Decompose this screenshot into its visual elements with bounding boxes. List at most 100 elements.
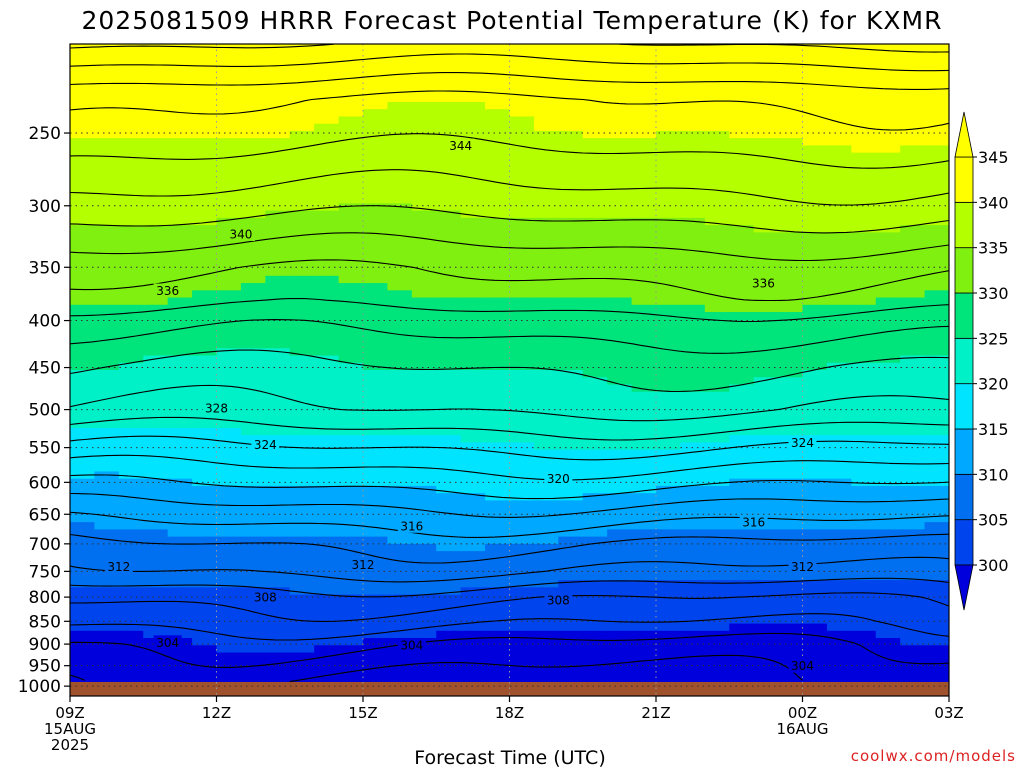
- field-cell: [216, 427, 242, 436]
- field-cell: [558, 674, 584, 683]
- field-cell: [265, 51, 291, 60]
- field-cell: [460, 391, 486, 400]
- field-cell: [485, 58, 511, 67]
- field-cell: [607, 442, 633, 451]
- contour-label: 316: [742, 516, 765, 530]
- field-cell: [729, 406, 755, 415]
- field-cell: [680, 239, 706, 248]
- field-cell: [363, 80, 389, 89]
- field-cell: [607, 225, 633, 233]
- field-cell: [216, 319, 242, 328]
- field-cell: [533, 181, 559, 190]
- field-cell: [656, 196, 682, 204]
- field-cell: [607, 652, 633, 661]
- field-cell: [387, 152, 413, 161]
- field-cell: [216, 377, 242, 386]
- field-cell: [753, 609, 779, 617]
- field-cell: [631, 94, 657, 103]
- field-cell: [509, 123, 535, 132]
- field-cell: [533, 406, 559, 415]
- field-cell: [436, 167, 462, 175]
- field-cell: [387, 572, 413, 581]
- contour-label-bg: [739, 515, 768, 530]
- field-cell: [924, 370, 949, 378]
- field-cell: [70, 72, 96, 81]
- field-cell: [289, 580, 315, 588]
- field-cell: [338, 290, 364, 299]
- field-cell: [778, 384, 804, 393]
- field-cell: [485, 72, 511, 81]
- field-cell: [631, 362, 657, 371]
- field-cell: [411, 333, 437, 342]
- field-cell: [436, 210, 462, 219]
- field-cell: [802, 333, 828, 342]
- field-cell: [240, 398, 266, 407]
- field-cell: [704, 543, 730, 552]
- field-cell: [900, 58, 926, 67]
- field-cell: [436, 493, 462, 501]
- field-cell: [216, 536, 242, 545]
- field-cell: [265, 514, 291, 523]
- field-cell: [851, 51, 877, 60]
- field-cell: [656, 435, 682, 444]
- field-cell: [875, 87, 901, 96]
- field-cell: [436, 384, 462, 393]
- field-cell: [485, 254, 511, 262]
- field-cell: [94, 196, 120, 204]
- field-cell: [485, 543, 511, 552]
- field-cell: [509, 652, 535, 661]
- field-cell: [924, 456, 949, 465]
- field-cell: [314, 217, 340, 226]
- field-cell: [143, 652, 169, 661]
- field-cell: [216, 297, 242, 306]
- field-cell: [485, 145, 511, 154]
- field-cell: [143, 667, 169, 675]
- field-cell: [411, 225, 437, 233]
- field-cell: [924, 427, 949, 436]
- field-cell: [900, 232, 926, 241]
- field-cell: [753, 420, 779, 429]
- field-cell: [192, 217, 218, 226]
- field-cell: [778, 616, 804, 625]
- field-cell: [680, 464, 706, 473]
- field-cell: [143, 572, 169, 581]
- field-cell: [778, 594, 804, 603]
- field-cell: [240, 297, 266, 306]
- field-cell: [851, 297, 877, 306]
- field-cell: [533, 304, 559, 313]
- field-cell: [802, 181, 828, 190]
- field-cell: [582, 123, 608, 132]
- field-cell: [778, 51, 804, 60]
- field-cell: [485, 65, 511, 74]
- field-cell: [460, 485, 486, 494]
- field-cell: [680, 630, 706, 639]
- field-cell: [387, 500, 413, 509]
- field-cell: [753, 94, 779, 103]
- field-cell: [70, 485, 96, 494]
- field-cell: [900, 355, 926, 364]
- field-cell: [338, 109, 364, 118]
- field-cell: [436, 319, 462, 328]
- field-cell: [118, 152, 144, 161]
- field-cell: [924, 522, 949, 530]
- field-cell: [778, 254, 804, 262]
- field-cell: [729, 355, 755, 364]
- field-cell: [240, 312, 266, 320]
- field-cell: [533, 551, 559, 559]
- field-cell: [704, 485, 730, 494]
- field-cell: [94, 493, 120, 501]
- contour-label: 312: [352, 558, 375, 572]
- field-cell: [94, 312, 120, 320]
- field-cell: [900, 51, 926, 60]
- field-cell: [216, 507, 242, 516]
- field-cell: [387, 319, 413, 328]
- field-cell: [314, 261, 340, 270]
- field-cell: [70, 94, 96, 103]
- field-cell: [167, 384, 193, 393]
- field-cell: [167, 203, 193, 212]
- field-cell: [460, 80, 486, 89]
- field-cell: [240, 210, 266, 219]
- field-cell: [289, 283, 315, 291]
- field-cell: [70, 464, 96, 473]
- field-cell: [582, 558, 608, 567]
